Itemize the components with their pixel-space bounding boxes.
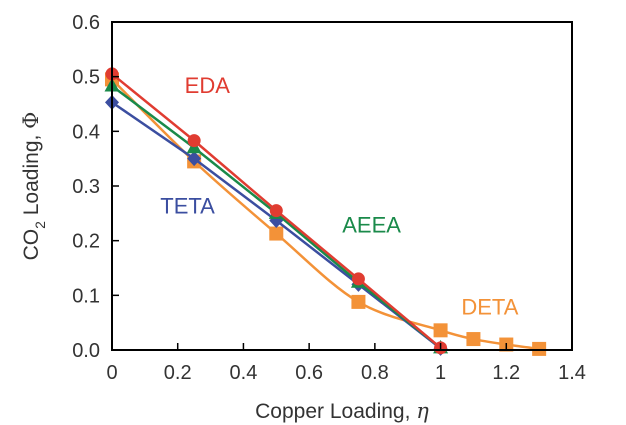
point-deta [433,323,448,338]
point-eda [351,272,365,286]
x-tick-label: 0.8 [361,362,389,384]
x-tick-label: 0 [106,362,117,384]
point-deta [269,226,284,241]
point-eda [187,134,201,148]
x-tick-label: 0.6 [295,362,323,384]
x-tick-label: 0.4 [230,362,258,384]
series-eda [105,67,448,355]
point-deta [466,332,481,347]
x-axis-label: Copper Loading, η [255,399,429,423]
y-tick-label: 0.3 [72,176,100,198]
y-tick-label: 0.1 [72,285,100,307]
y-tick-label: 0.6 [72,12,100,34]
ticks-layer: 0 0.2 0.4 0.6 0.8 1 1.2 1.4 0.0 0.1 0.2 0.3 0.4 0.5 0.… [72,12,586,384]
point-eda [269,204,283,218]
y-tick-label: 0.5 [72,67,100,89]
series-label-aeea: AEEA [342,212,401,237]
y-tick-label: 0.4 [72,121,100,143]
y-tick-label: 0.0 [72,340,100,362]
x-tick-label: 1 [435,362,446,384]
y-axis-label: CO2 Loading, Φ [19,112,48,261]
x-tick-label: 0.2 [164,362,192,384]
point-deta [351,294,366,309]
x-tick-label: 1.4 [558,362,586,384]
series-label-eda: EDA [185,73,231,98]
y-tick-label: 0.2 [72,231,100,253]
series-label-teta: TETA [160,193,215,218]
series-label-deta: DETA [461,294,518,319]
labels-layer: DETA TETA AEEA EDA [160,73,518,319]
point-teta [187,151,202,167]
x-tick-label: 1.2 [492,362,520,384]
point-deta [532,341,547,356]
